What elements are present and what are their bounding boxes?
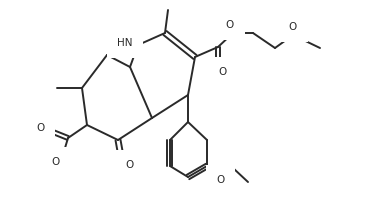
Text: O: O (226, 20, 234, 30)
Text: O: O (52, 157, 60, 167)
Text: HN: HN (118, 38, 133, 48)
Text: O: O (125, 160, 133, 170)
Text: O: O (216, 175, 224, 185)
Text: O: O (289, 22, 297, 32)
Text: O: O (37, 123, 45, 133)
Text: O: O (218, 67, 226, 77)
